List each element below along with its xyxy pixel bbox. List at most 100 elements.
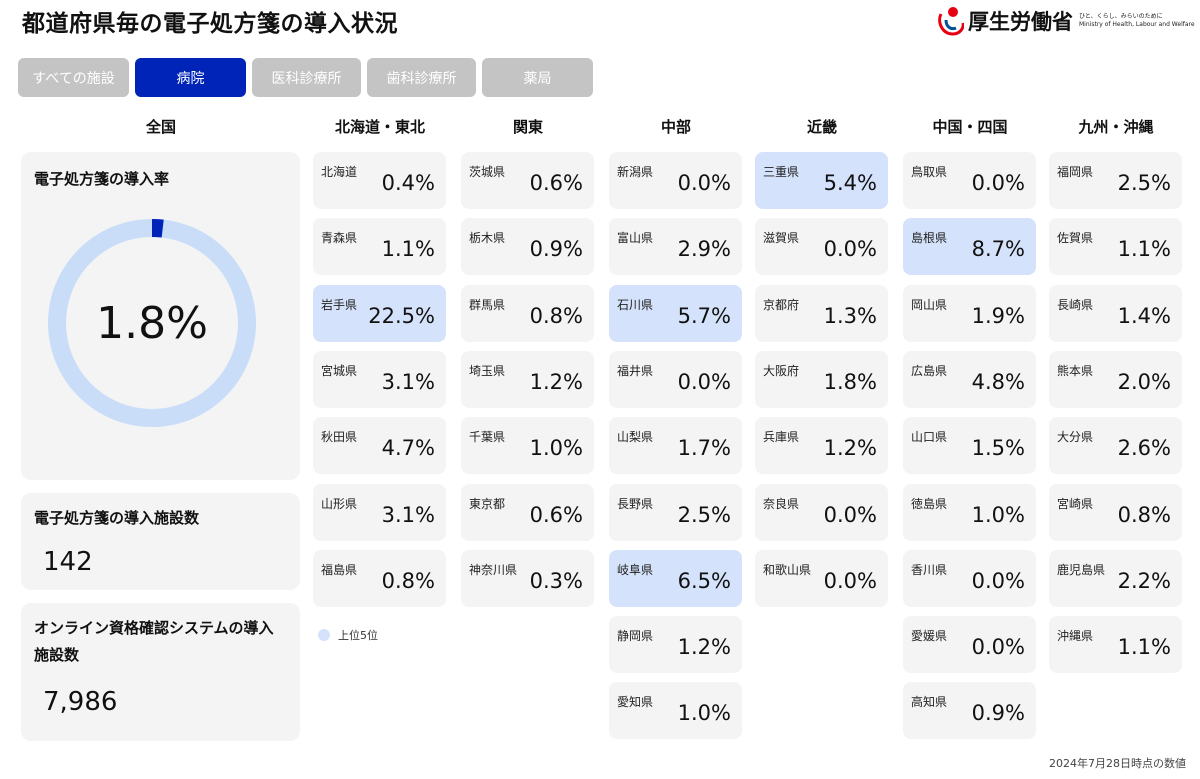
legend: 上位5位 <box>318 627 378 643</box>
prefecture-name: 和歌山県 <box>763 563 812 577</box>
prefecture-rate: 1.7% <box>677 436 731 460</box>
prefecture-card: 愛媛県 0.0% <box>903 616 1036 673</box>
prefecture-rate: 0.0% <box>823 237 877 261</box>
prefecture-name: 福井県 <box>617 364 654 378</box>
prefecture-card: 宮城県 3.1% <box>313 351 446 408</box>
prefecture-name: 東京都 <box>469 497 506 511</box>
prefecture-card: 栃木県 0.9% <box>461 218 594 275</box>
tab-medical-clinic[interactable]: 医科診療所 <box>252 58 361 97</box>
prefecture-name: 大分県 <box>1057 430 1094 444</box>
prefecture-card: 和歌山県 0.0% <box>755 550 888 607</box>
prefecture-name: 山梨県 <box>617 430 654 444</box>
region-heading: 近畿 <box>806 118 837 136</box>
prefecture-rate: 1.8% <box>823 370 877 394</box>
prefecture-card: 福井県 0.0% <box>609 351 742 408</box>
prefecture-card: 岐阜県 6.5% <box>609 550 742 607</box>
prefecture-card: 奈良県 0.0% <box>755 484 888 541</box>
prefecture-rate: 1.9% <box>971 304 1025 328</box>
prefecture-name: 鹿児島県 <box>1057 563 1106 577</box>
prefecture-rate: 0.3% <box>529 569 583 593</box>
prefecture-card: 新潟県 0.0% <box>609 152 742 209</box>
prefecture-name: 石川県 <box>617 298 654 312</box>
prefecture-card: 鳥取県 0.0% <box>903 152 1036 209</box>
prefecture-name: 福岡県 <box>1057 165 1094 179</box>
prefecture-name: 高知県 <box>911 695 948 709</box>
prefecture-rate: 2.5% <box>677 503 731 527</box>
prefecture-rate: 2.5% <box>1117 171 1171 195</box>
region-heading: 関東 <box>512 118 543 136</box>
prefecture-card: 岡山県 1.9% <box>903 285 1036 342</box>
prefecture-rate: 1.0% <box>677 701 731 725</box>
prefecture-name: 青森県 <box>321 231 358 245</box>
prefecture-rate: 1.0% <box>529 436 583 460</box>
prefecture-rate: 0.4% <box>381 171 435 195</box>
page-title: 都道府県毎の電子処方箋の導入状況 <box>22 11 398 37</box>
prefecture-rate: 1.2% <box>529 370 583 394</box>
prefecture-rate: 0.0% <box>971 635 1025 659</box>
prefecture-card: 大阪府 1.8% <box>755 351 888 408</box>
online-qualification-card: オンライン資格確認システムの導入 施設数 7,986 <box>21 603 300 741</box>
prefecture-name: 宮崎県 <box>1057 497 1094 511</box>
prefecture-rate: 8.7% <box>971 237 1025 261</box>
prefecture-rate: 0.6% <box>529 171 583 195</box>
prefecture-name: 広島県 <box>911 364 948 378</box>
prefecture-rate: 1.1% <box>1117 635 1171 659</box>
prefecture-card: 福島県 0.8% <box>313 550 446 607</box>
prefecture-card: 島根県 8.7% <box>903 218 1036 275</box>
prefecture-name: 三重県 <box>763 165 800 179</box>
prefecture-card: 長崎県 1.4% <box>1049 285 1182 342</box>
prefecture-card: 神奈川県 0.3% <box>461 550 594 607</box>
prefecture-name: 長崎県 <box>1057 298 1094 312</box>
prefecture-name: 佐賀県 <box>1057 231 1094 245</box>
facilities-card: 電子処方箋の導入施設数 142 <box>21 493 300 590</box>
tab-hospital[interactable]: 病院 <box>135 58 246 97</box>
tab-dental-clinic[interactable]: 歯科診療所 <box>367 58 476 97</box>
prefecture-rate: 0.0% <box>677 370 731 394</box>
prefecture-rate: 0.0% <box>823 569 877 593</box>
prefecture-rate: 0.6% <box>529 503 583 527</box>
prefecture-name: 滋賀県 <box>763 231 800 245</box>
prefecture-name: 北海道 <box>321 165 358 179</box>
tab-all-facilities[interactable]: すべての施設 <box>18 58 129 97</box>
prefecture-name: 兵庫県 <box>763 430 800 444</box>
prefecture-card: 長野県 2.5% <box>609 484 742 541</box>
prefecture-card: 熊本県 2.0% <box>1049 351 1182 408</box>
prefecture-card: 静岡県 1.2% <box>609 616 742 673</box>
prefecture-card: 東京都 0.6% <box>461 484 594 541</box>
prefecture-name: 鳥取県 <box>911 165 948 179</box>
prefecture-card: 京都府 1.3% <box>755 285 888 342</box>
prefecture-name: 静岡県 <box>617 629 654 643</box>
prefecture-name: 奈良県 <box>763 497 800 511</box>
prefecture-name: 群馬県 <box>469 298 506 312</box>
prefecture-name: 新潟県 <box>617 165 654 179</box>
online-label: オンライン資格確認システムの導入 施設数 <box>34 619 274 664</box>
prefecture-name: 香川県 <box>911 563 948 577</box>
prefecture-rate: 0.0% <box>823 503 877 527</box>
prefecture-rate: 0.8% <box>529 304 583 328</box>
prefecture-card: 福岡県 2.5% <box>1049 152 1182 209</box>
prefecture-rate: 2.2% <box>1117 569 1171 593</box>
prefecture-name: 埼玉県 <box>469 364 506 378</box>
tab-pharmacy[interactable]: 薬局 <box>482 58 593 97</box>
prefecture-name: 宮城県 <box>321 364 358 378</box>
prefecture-rate: 1.2% <box>823 436 877 460</box>
prefecture-rate: 1.0% <box>971 503 1025 527</box>
prefecture-card: 滋賀県 0.0% <box>755 218 888 275</box>
prefecture-rate: 4.8% <box>971 370 1025 394</box>
prefecture-rate: 0.8% <box>381 569 435 593</box>
national-rate-donut <box>48 219 256 427</box>
prefecture-name: 神奈川県 <box>469 563 518 577</box>
prefecture-name: 長野県 <box>617 497 654 511</box>
prefecture-rate: 1.1% <box>1117 237 1171 261</box>
prefecture-card: 香川県 0.0% <box>903 550 1036 607</box>
national-heading: 全国 <box>145 118 176 136</box>
prefecture-rate: 0.9% <box>971 701 1025 725</box>
prefecture-card: 宮崎県 0.8% <box>1049 484 1182 541</box>
prefecture-rate: 5.7% <box>677 304 731 328</box>
prefecture-rate: 0.8% <box>1117 503 1171 527</box>
donut-rate-arc <box>48 219 256 427</box>
prefecture-card: 石川県 5.7% <box>609 285 742 342</box>
prefecture-card: 兵庫県 1.2% <box>755 417 888 474</box>
prefecture-name: 岐阜県 <box>617 563 654 577</box>
prefecture-rate: 3.1% <box>381 370 435 394</box>
